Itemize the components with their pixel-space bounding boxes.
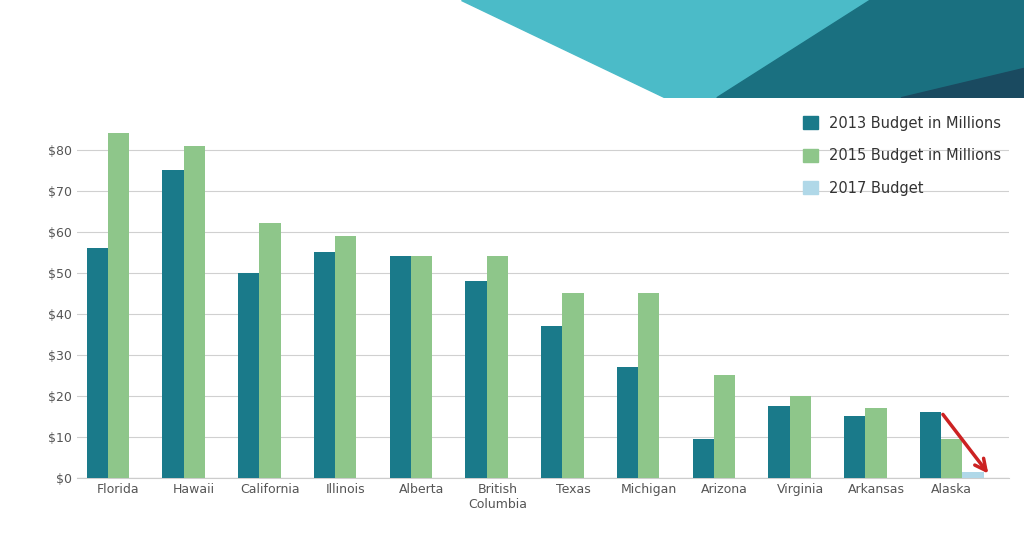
- Polygon shape: [461, 0, 1024, 98]
- Bar: [865, 408, 887, 478]
- Bar: [692, 439, 714, 478]
- Bar: [963, 472, 984, 478]
- Bar: [411, 256, 432, 478]
- Bar: [486, 256, 508, 478]
- Bar: [183, 146, 205, 478]
- Text: Budget comparisons: Budget comparisons: [26, 37, 346, 65]
- Bar: [941, 439, 963, 478]
- Bar: [562, 293, 584, 478]
- Bar: [638, 293, 659, 478]
- Bar: [259, 224, 281, 478]
- Bar: [390, 256, 411, 478]
- Bar: [768, 406, 790, 478]
- Polygon shape: [901, 68, 1024, 98]
- Bar: [844, 416, 865, 478]
- Bar: [163, 170, 183, 478]
- Bar: [335, 236, 356, 478]
- Bar: [920, 412, 941, 478]
- Bar: [87, 248, 108, 478]
- Bar: [239, 273, 259, 478]
- Bar: [314, 252, 335, 478]
- Bar: [617, 367, 638, 478]
- Polygon shape: [717, 0, 1024, 98]
- Bar: [790, 396, 811, 478]
- Bar: [542, 326, 562, 478]
- Legend: 2013 Budget in Millions, 2015 Budget in Millions, 2017 Budget: 2013 Budget in Millions, 2015 Budget in …: [803, 116, 1001, 196]
- Bar: [466, 281, 486, 478]
- Bar: [714, 375, 735, 478]
- Bar: [108, 133, 129, 478]
